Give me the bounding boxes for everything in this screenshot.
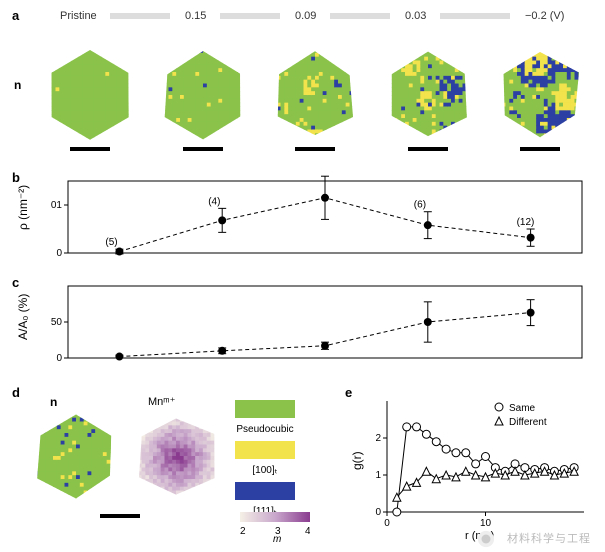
timeline-label-0: Pristine (60, 10, 97, 22)
svg-text:(4): (4) (208, 196, 220, 207)
svg-text:0: 0 (375, 507, 381, 518)
chart-e: 0 1 2 0 10 Same Different (365, 395, 590, 530)
ylabel-c: A/A₀ (%) (16, 294, 30, 340)
swatch-pseudocubic (235, 400, 295, 418)
scalebar-a-0 (70, 147, 110, 151)
row-label-n: n (14, 78, 21, 92)
svg-text:Different: Different (509, 417, 547, 428)
watermark-logo-icon (477, 530, 495, 548)
map-a-4 (490, 49, 590, 151)
colorbar-mn: 234m (240, 512, 310, 542)
map-a-0 (40, 49, 140, 151)
legend-100: [100]ₜ (235, 441, 295, 476)
scalebar-a-3 (408, 147, 448, 151)
ylabel-b: ρ (nm⁻²) (16, 185, 30, 230)
scalebar-a-2 (295, 147, 335, 151)
figure-root: a n Pristine 0.15 0.09 0.03 −0.2 (V) b ρ… (0, 0, 605, 552)
svg-text:2: 2 (240, 526, 246, 537)
swatch-100 (235, 441, 295, 459)
svg-text:(5): (5) (105, 237, 117, 248)
svg-text:(12): (12) (517, 217, 535, 228)
watermark-text: 材料科学与工程 (507, 530, 591, 546)
map-a-1 (153, 49, 253, 151)
svg-text:(6): (6) (414, 200, 426, 211)
chart-c: 0 50 (50, 280, 590, 370)
scalebar-a-1 (183, 147, 223, 151)
panel-label-a: a (12, 8, 19, 23)
mn-label: Mnᵐ⁺ (148, 395, 175, 408)
panel-label-c: c (12, 275, 19, 290)
timeline-arrow-1 (220, 13, 280, 19)
map-a-2 (265, 49, 365, 151)
legend-d: Pseudocubic [100]ₜ [111]ₜ (235, 400, 295, 517)
svg-text:1: 1 (375, 470, 381, 481)
svg-text:2: 2 (375, 433, 381, 444)
svg-text:0: 0 (56, 248, 62, 259)
svg-text:10: 10 (480, 518, 492, 529)
panel-label-e: e (345, 385, 352, 400)
svg-text:0.01: 0.01 (50, 200, 62, 211)
maps-row-a (40, 40, 590, 160)
timeline-arrow-2 (330, 13, 390, 19)
chart-b: 00.01(5)(4)(7)(6)(12) (50, 175, 590, 265)
row-label-n2: n (50, 395, 57, 409)
svg-text:50: 50 (51, 317, 63, 328)
map-d-n (30, 410, 122, 502)
svg-text:0: 0 (384, 518, 390, 529)
legend-pseudocubic-label: Pseudocubic (236, 424, 293, 435)
timeline-label-1: 0.15 (185, 10, 206, 22)
svg-text:m: m (273, 534, 281, 542)
svg-text:Same: Same (509, 403, 536, 414)
timeline-label-4: −0.2 (V) (525, 10, 564, 22)
timeline-arrow-3 (440, 13, 510, 19)
map-d-mn (130, 410, 222, 502)
panel-label-d: d (12, 385, 20, 400)
timeline-label-2: 0.09 (295, 10, 316, 22)
svg-text:4: 4 (305, 526, 310, 537)
svg-text:0: 0 (56, 353, 62, 364)
scalebar-a-4 (520, 147, 560, 151)
ylabel-e: g(r) (350, 451, 364, 470)
legend-pseudocubic: Pseudocubic (235, 400, 295, 435)
timeline-arrow-0 (110, 13, 170, 19)
legend-100-label: [100]ₜ (252, 465, 277, 476)
panel-label-b: b (12, 170, 20, 185)
timeline-label-3: 0.03 (405, 10, 426, 22)
scalebar-d (100, 514, 140, 518)
swatch-111 (235, 482, 295, 500)
map-a-3 (378, 49, 478, 151)
